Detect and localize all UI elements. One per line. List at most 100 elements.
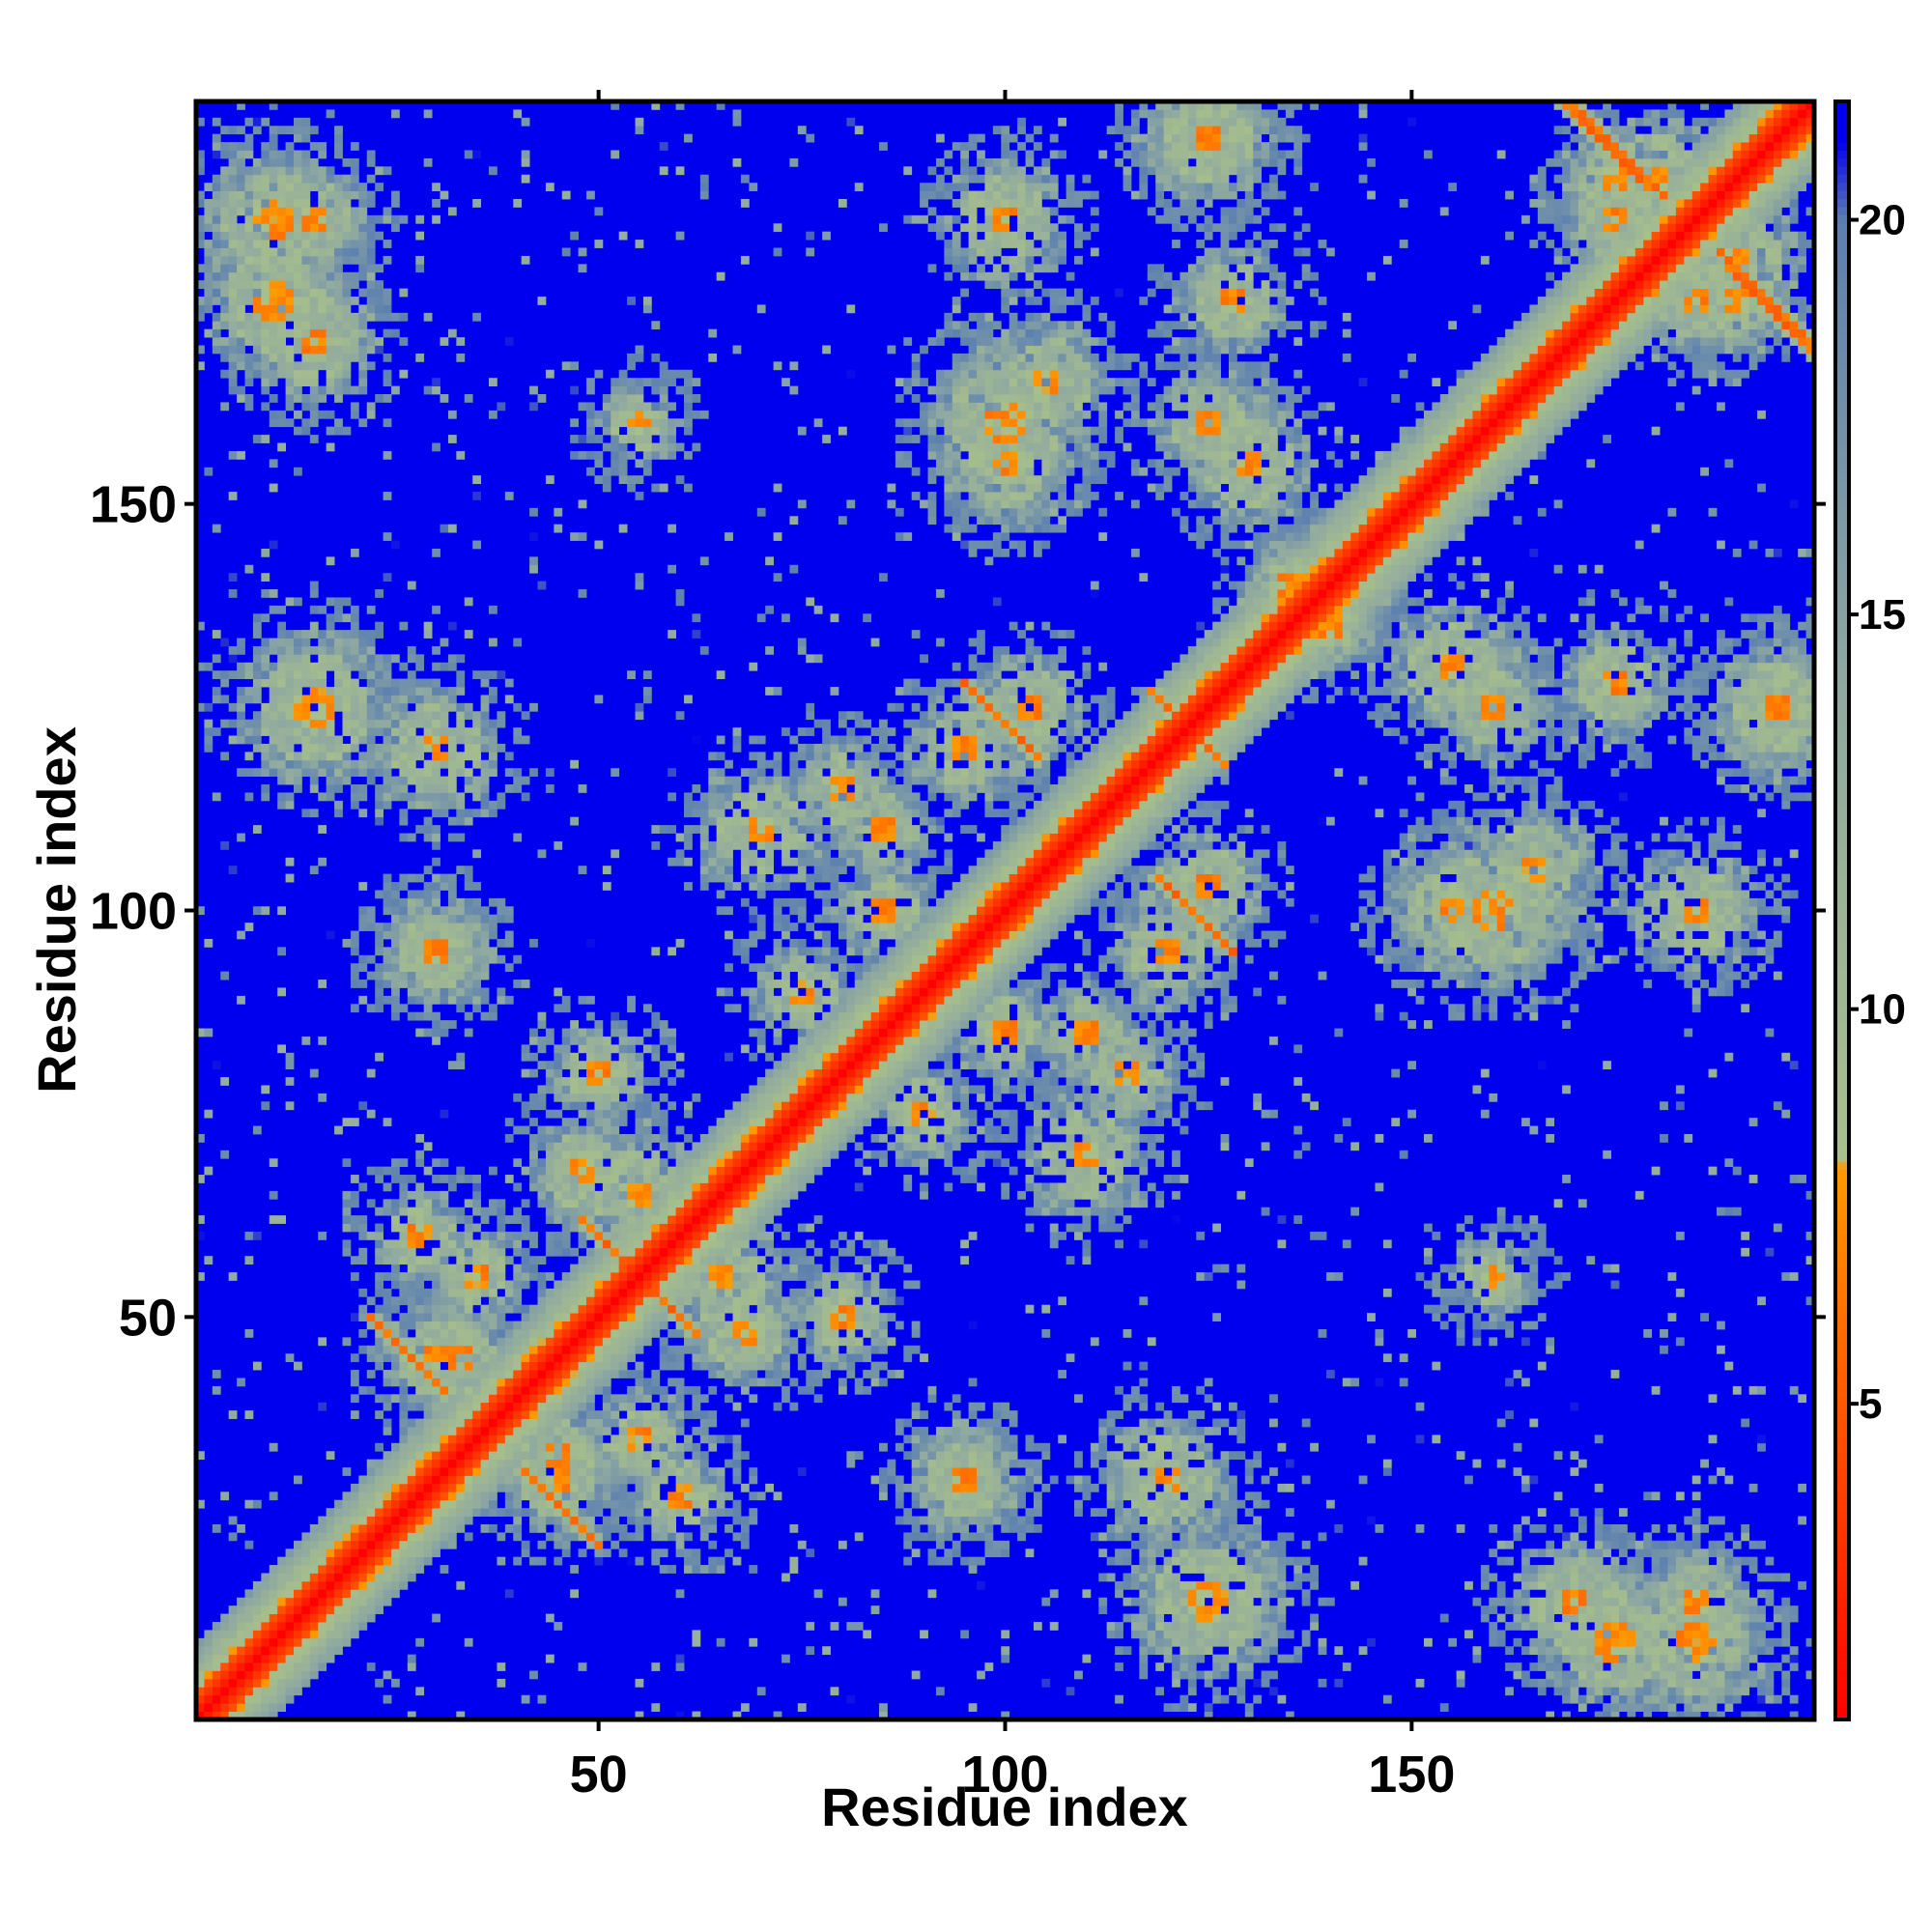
heatmap-cell	[513, 1410, 523, 1419]
heatmap-cell	[366, 1459, 376, 1468]
heatmap-cell	[309, 345, 319, 355]
heatmap-cell	[204, 223, 213, 233]
heatmap-cell	[765, 1313, 775, 1321]
heatmap-cell	[196, 1637, 205, 1647]
heatmap-cell	[611, 394, 620, 403]
heatmap-cell	[318, 1036, 327, 1045]
heatmap-cell	[513, 199, 523, 208]
heatmap-cell	[611, 1516, 620, 1525]
heatmap-cell	[440, 1280, 449, 1290]
heatmap-cell	[651, 418, 661, 428]
heatmap-cell	[350, 711, 359, 721]
heatmap-cell	[464, 1175, 473, 1183]
heatmap-cell	[732, 1402, 742, 1411]
heatmap-cell	[334, 264, 343, 273]
heatmap-cell	[732, 833, 742, 842]
heatmap-cell	[334, 133, 343, 143]
heatmap-cell	[423, 1499, 433, 1509]
heatmap-cell	[642, 467, 652, 476]
heatmap-cell	[358, 630, 368, 639]
heatmap-cell	[635, 1256, 644, 1265]
heatmap-cell	[204, 247, 213, 257]
heatmap-cell	[383, 1451, 392, 1461]
heatmap-cell	[618, 1492, 628, 1501]
heatmap-cell	[358, 719, 368, 728]
heatmap-cell	[675, 1711, 685, 1720]
heatmap-cell	[252, 207, 262, 216]
heatmap-cell	[740, 1093, 750, 1102]
heatmap-cell	[432, 1410, 440, 1419]
heatmap-cell	[627, 1410, 636, 1419]
heatmap-cell	[521, 1459, 530, 1468]
heatmap-cell	[252, 353, 262, 362]
heatmap-cell	[472, 1272, 481, 1281]
heatmap-cell	[358, 654, 368, 664]
heatmap-cell	[651, 1182, 661, 1192]
heatmap-cell	[570, 1418, 580, 1428]
heatmap-cell	[554, 1239, 563, 1249]
heatmap-cell	[749, 873, 758, 883]
heatmap-cell	[326, 597, 335, 607]
heatmap-cell	[749, 816, 758, 826]
heatmap-cell	[594, 1361, 604, 1371]
heatmap-cell	[432, 1483, 440, 1492]
heatmap-cell	[326, 109, 335, 119]
heatmap-cell	[301, 1565, 311, 1574]
heatmap-cell	[269, 207, 278, 216]
heatmap-cell	[578, 995, 587, 1005]
heatmap-cell	[732, 1223, 742, 1233]
heatmap-cell	[294, 133, 302, 143]
heatmap-cell	[611, 435, 620, 443]
heatmap-cell	[708, 328, 718, 338]
heatmap-cell	[554, 1077, 563, 1086]
heatmap-cell	[342, 378, 352, 386]
heatmap-cell	[472, 1459, 481, 1468]
heatmap-cell	[651, 1313, 661, 1321]
heatmap-cell	[309, 240, 319, 248]
heatmap-cell	[334, 1613, 343, 1623]
heatmap-cell	[447, 1475, 457, 1485]
heatmap-cell	[432, 662, 440, 671]
heatmap-cell	[350, 328, 359, 338]
heatmap-cell	[765, 1109, 775, 1119]
heatmap-cell	[594, 450, 604, 460]
heatmap-cell	[342, 190, 352, 200]
heatmap-cell	[342, 199, 352, 208]
heatmap-cell	[318, 1231, 327, 1240]
heatmap-cell	[204, 1662, 213, 1671]
heatmap-cell	[529, 1068, 538, 1078]
heatmap-cell	[269, 459, 278, 469]
heatmap-cell	[545, 784, 554, 793]
heatmap-cell	[440, 1565, 449, 1574]
heatmap-cell	[415, 1361, 425, 1371]
heatmap-cell	[196, 1687, 205, 1696]
heatmap-cell	[642, 1207, 652, 1216]
heatmap-cell	[285, 792, 295, 802]
heatmap-cell	[432, 1028, 440, 1037]
heatmap-cell	[350, 1532, 359, 1542]
heatmap-cell	[749, 809, 758, 818]
heatmap-cell	[756, 1101, 766, 1111]
heatmap-cell	[513, 1378, 523, 1387]
heatmap-cell	[659, 1508, 668, 1517]
heatmap-cell	[586, 1288, 595, 1297]
heatmap-cell	[756, 833, 766, 842]
heatmap-cell	[220, 638, 230, 647]
heatmap-cell	[456, 947, 466, 956]
heatmap-cell	[684, 369, 693, 379]
heatmap-cell	[684, 792, 693, 802]
heatmap-cell	[366, 157, 376, 167]
heatmap-cell	[675, 1328, 685, 1338]
heatmap-cell	[554, 1556, 563, 1566]
heatmap-cell	[480, 1256, 490, 1265]
heatmap-cell	[375, 938, 384, 948]
heatmap-cell	[440, 524, 449, 533]
heatmap-cell	[545, 1296, 554, 1306]
heatmap-cell	[659, 385, 668, 395]
heatmap-cell	[261, 157, 270, 167]
heatmap-cell	[415, 776, 425, 785]
heatmap-cell	[594, 1020, 604, 1029]
heatmap-cell	[244, 247, 254, 257]
heatmap-cell	[423, 1256, 433, 1265]
heatmap-cell	[399, 711, 409, 721]
